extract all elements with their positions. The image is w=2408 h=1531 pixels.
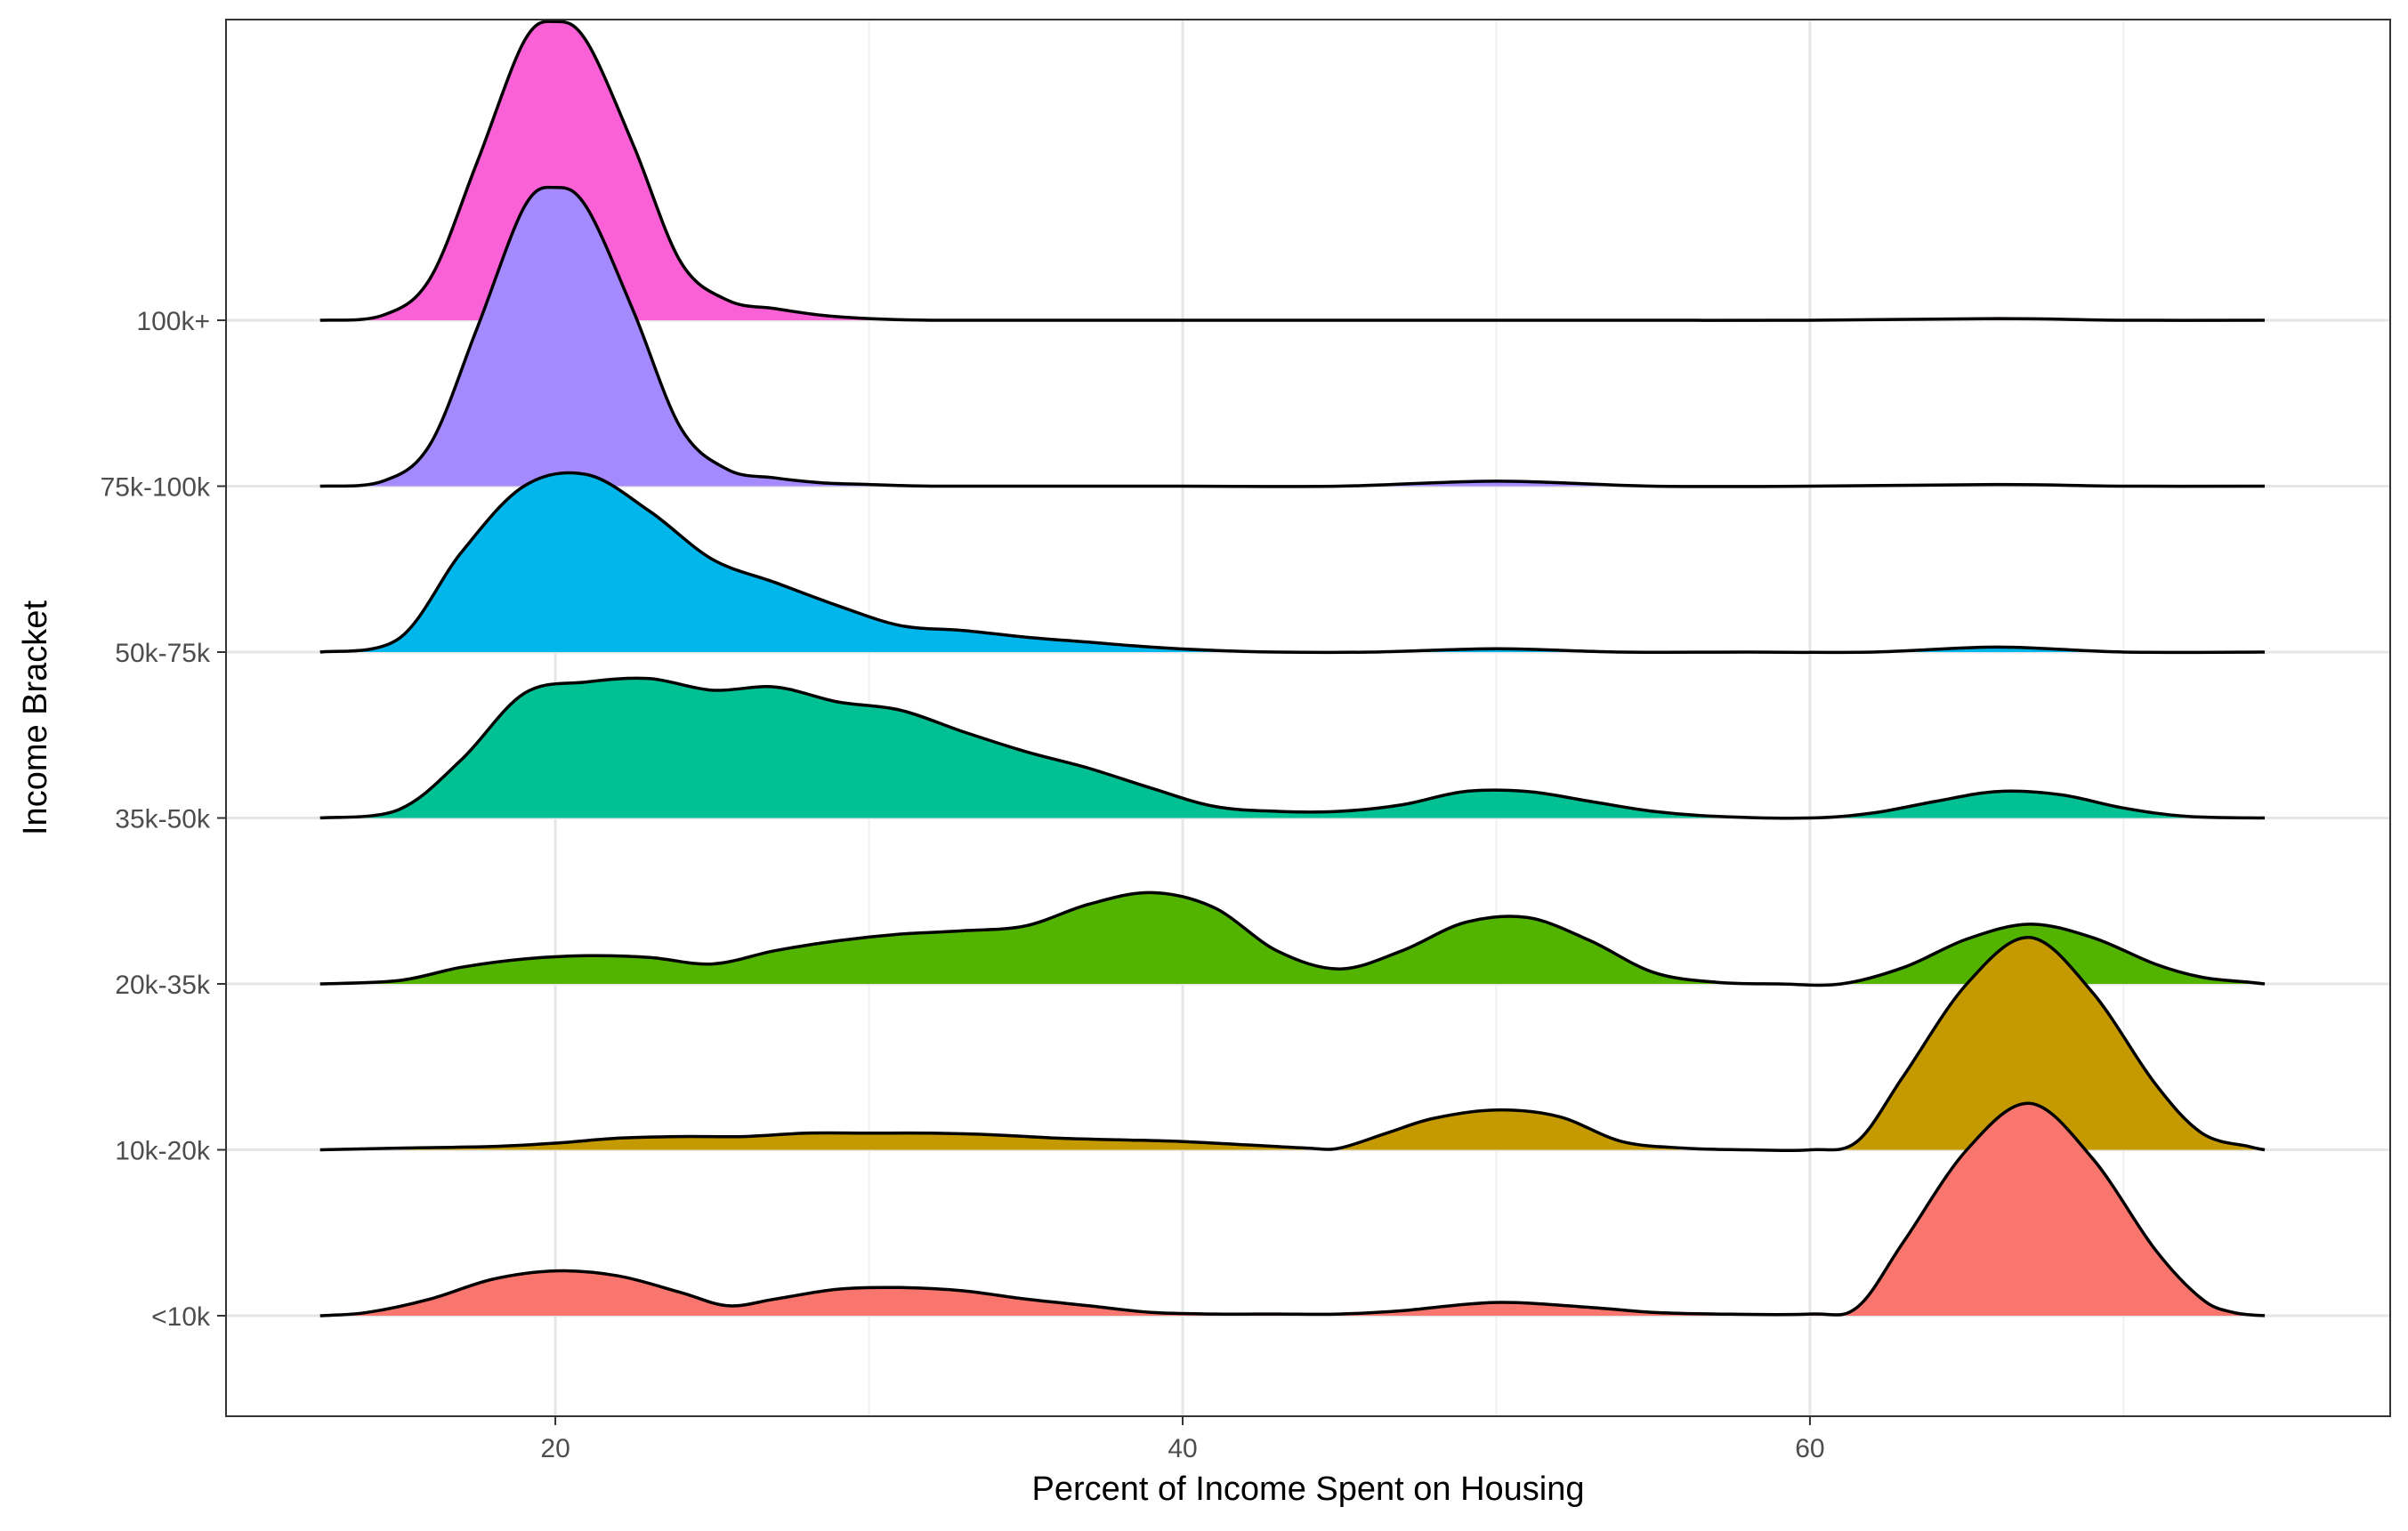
y-tick-label: 75k-100k [101, 473, 211, 503]
y-tick-label: 35k-50k [115, 805, 211, 834]
x-tick-label: 40 [1168, 1434, 1197, 1463]
y-axis-title: Income Bracket [17, 600, 54, 835]
ridge-outline [319, 890, 2266, 987]
ridge-fill [319, 472, 2266, 653]
y-tick-label: 20k-35k [115, 971, 211, 1000]
ridge-fill [319, 1103, 2266, 1316]
ridge-20k-35k [319, 890, 2266, 987]
ridge-10k-20k [319, 936, 2266, 1153]
ridge-outline [319, 185, 2266, 488]
x-tick-label: 20 [540, 1434, 570, 1463]
ridge-fill [319, 678, 2266, 818]
axis-layer: <10k 10k-20k 20k-35k 35k-50k 50k-75k 75k-100k… [101, 307, 1825, 1463]
ridge-75k-100k [319, 185, 2266, 488]
ridge-layer [319, 20, 2266, 1317]
ridge-fill [319, 892, 2266, 986]
ridge-outline [319, 936, 2266, 1153]
y-tick-label: 10k-20k [115, 1137, 211, 1166]
ridge-fill [319, 187, 2266, 487]
x-axis-title: Percent of Income Spent on Housing [1031, 1471, 1584, 1508]
ridge-35k-50k [319, 676, 2266, 820]
ridge-50k-75k [319, 471, 2266, 655]
y-tick-label: <10k [151, 1302, 211, 1332]
y-tick-label: 100k+ [136, 307, 210, 336]
ridge-outline [319, 471, 2266, 655]
ridge-<10k [319, 1101, 2266, 1317]
ridge-outline [319, 20, 2266, 322]
ridge-outline [319, 676, 2266, 820]
x-tick-label: 60 [1795, 1434, 1824, 1463]
panel-border [225, 19, 2391, 1417]
ridge-outline [319, 1101, 2266, 1317]
ridge-fill [319, 937, 2266, 1151]
y-tick-label: 50k-75k [115, 639, 211, 668]
